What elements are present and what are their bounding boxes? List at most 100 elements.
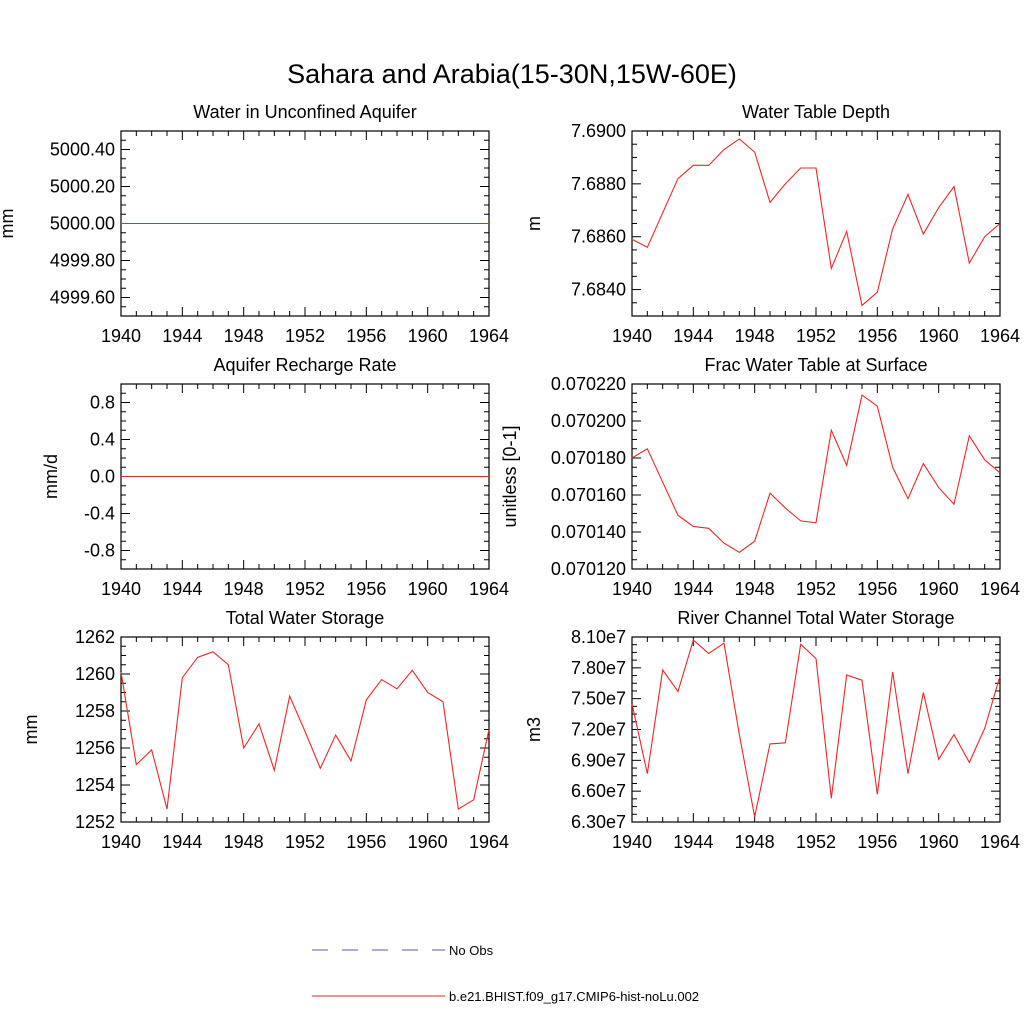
y-tick-label: 5000.20 bbox=[50, 177, 115, 197]
y-tick-label: 0.070220 bbox=[551, 374, 626, 394]
y-tick-label: 7.6880 bbox=[571, 174, 626, 194]
y-tick-label: 0.070180 bbox=[551, 448, 626, 468]
y-tick-label: -0.8 bbox=[84, 541, 115, 561]
x-tick-label: 1948 bbox=[224, 579, 264, 599]
y-tick-label: 7.6860 bbox=[571, 227, 626, 247]
x-tick-label: 1944 bbox=[162, 832, 202, 852]
x-tick-label: 1964 bbox=[980, 326, 1020, 346]
y-tick-label: 1252 bbox=[75, 812, 115, 832]
y-tick-label: 8.10e7 bbox=[571, 627, 626, 647]
y-tick-label: 0.070200 bbox=[551, 411, 626, 431]
x-tick-label: 1960 bbox=[408, 579, 448, 599]
y-tick-label: 7.6900 bbox=[571, 121, 626, 141]
x-tick-label: 1952 bbox=[796, 326, 836, 346]
x-tick-label: 1952 bbox=[285, 579, 325, 599]
figure-title: Sahara and Arabia(15-30N,15W-60E) bbox=[287, 59, 737, 89]
y-tick-label: 0.4 bbox=[90, 430, 115, 450]
panel-4: Frac Water Table at Surface unitless [0-1… bbox=[500, 355, 1020, 599]
y-tick-label: 1260 bbox=[75, 664, 115, 684]
x-tick-label: 1952 bbox=[285, 326, 325, 346]
plot-frame bbox=[631, 130, 1001, 317]
plot-frame bbox=[631, 636, 1001, 823]
x-tick-label: 1952 bbox=[796, 579, 836, 599]
x-tick-label: 1952 bbox=[796, 832, 836, 852]
x-tick-label: 1956 bbox=[346, 832, 386, 852]
x-tick-label: 1964 bbox=[469, 326, 509, 346]
panel-title: Aquifer Recharge Rate bbox=[213, 355, 396, 375]
x-tick-label: 1944 bbox=[673, 832, 713, 852]
panel-2: Water Table Depth m 1940 1944 1948 1952 1956 19… bbox=[524, 102, 1020, 346]
panel-6: River Channel Total Water Storage m3 1940 1… bbox=[524, 608, 1020, 852]
x-tick-label: 1948 bbox=[224, 326, 264, 346]
x-tick-label: 1944 bbox=[673, 579, 713, 599]
y-tick-label: 5000.40 bbox=[50, 140, 115, 160]
y-tick-label: 1256 bbox=[75, 738, 115, 758]
x-tick-label: 1960 bbox=[408, 326, 448, 346]
y-tick-label: 7.80e7 bbox=[571, 658, 626, 678]
series-line bbox=[631, 138, 1001, 307]
x-tick-label: 1964 bbox=[980, 832, 1020, 852]
y-tick-label: 1254 bbox=[75, 775, 115, 795]
x-tick-label: 1940 bbox=[101, 579, 141, 599]
y-tick-label: -0.4 bbox=[84, 504, 115, 524]
y-tick-label: 0.070160 bbox=[551, 485, 626, 505]
panels: Water in Unconfined Aquifer mm 1940 1944 194… bbox=[0, 102, 1020, 852]
y-tick-label: 7.50e7 bbox=[571, 689, 626, 709]
legend-label: b.e21.BHIST.f09_g17.CMIP6-hist-noLu.002 bbox=[449, 989, 699, 1004]
panel-title: Water Table Depth bbox=[742, 102, 890, 122]
y-axis-label: mm bbox=[21, 715, 41, 745]
x-tick-label: 1940 bbox=[612, 326, 652, 346]
plot-frame bbox=[631, 383, 1001, 570]
legend: No Obs b.e21.BHIST.f09_g17.CMIP6-hist-noL… bbox=[312, 943, 699, 1004]
y-tick-label: 7.20e7 bbox=[571, 720, 626, 740]
y-axis-label: unitless [0-1] bbox=[500, 425, 520, 527]
x-tick-label: 1948 bbox=[735, 832, 775, 852]
y-tick-label: 7.6840 bbox=[571, 280, 626, 300]
x-tick-label: 1948 bbox=[735, 579, 775, 599]
x-tick-label: 1960 bbox=[919, 832, 959, 852]
y-tick-label: 1258 bbox=[75, 701, 115, 721]
x-tick-label: 1956 bbox=[346, 579, 386, 599]
panel-title: Frac Water Table at Surface bbox=[704, 355, 927, 375]
y-tick-label: 0.0 bbox=[90, 467, 115, 487]
panel-title: Water in Unconfined Aquifer bbox=[193, 102, 416, 122]
x-tick-label: 1956 bbox=[346, 326, 386, 346]
x-tick-label: 1956 bbox=[857, 326, 897, 346]
series-line bbox=[631, 394, 1001, 554]
y-tick-label: 6.60e7 bbox=[571, 781, 626, 801]
x-tick-label: 1940 bbox=[612, 579, 652, 599]
x-tick-label: 1964 bbox=[980, 579, 1020, 599]
y-tick-label: 4999.80 bbox=[50, 251, 115, 271]
y-axis-label: m bbox=[524, 216, 544, 231]
y-tick-label: 0.070120 bbox=[551, 559, 626, 579]
x-tick-label: 1960 bbox=[408, 832, 448, 852]
panel-5: Total Water Storage mm 1940 1944 1948 1952 195… bbox=[21, 608, 509, 852]
x-tick-label: 1940 bbox=[101, 832, 141, 852]
x-tick-label: 1964 bbox=[469, 832, 509, 852]
panel-3: Aquifer Recharge Rate mm/d 1940 1944 1948 195… bbox=[41, 355, 509, 599]
x-tick-label: 1964 bbox=[469, 579, 509, 599]
y-tick-label: 6.90e7 bbox=[571, 750, 626, 770]
panel-1: Water in Unconfined Aquifer mm 1940 1944 194… bbox=[0, 102, 509, 346]
y-tick-label: 1262 bbox=[75, 627, 115, 647]
panel-title: River Channel Total Water Storage bbox=[677, 608, 954, 628]
x-tick-label: 1948 bbox=[735, 326, 775, 346]
y-tick-label: 6.30e7 bbox=[571, 812, 626, 832]
y-axis-label: mm/d bbox=[41, 454, 61, 499]
x-tick-label: 1944 bbox=[162, 579, 202, 599]
y-tick-label: 0.8 bbox=[90, 393, 115, 413]
y-axis-label: m3 bbox=[524, 717, 544, 742]
x-tick-label: 1944 bbox=[162, 326, 202, 346]
x-tick-label: 1956 bbox=[857, 832, 897, 852]
x-tick-label: 1956 bbox=[857, 579, 897, 599]
panel-title: Total Water Storage bbox=[226, 608, 384, 628]
legend-label: No Obs bbox=[449, 943, 494, 958]
y-tick-label: 5000.00 bbox=[50, 214, 115, 234]
y-tick-label: 4999.60 bbox=[50, 288, 115, 308]
x-tick-label: 1952 bbox=[285, 832, 325, 852]
x-tick-label: 1940 bbox=[612, 832, 652, 852]
y-tick-label: 0.070140 bbox=[551, 522, 626, 542]
x-tick-label: 1944 bbox=[673, 326, 713, 346]
x-tick-label: 1960 bbox=[919, 579, 959, 599]
